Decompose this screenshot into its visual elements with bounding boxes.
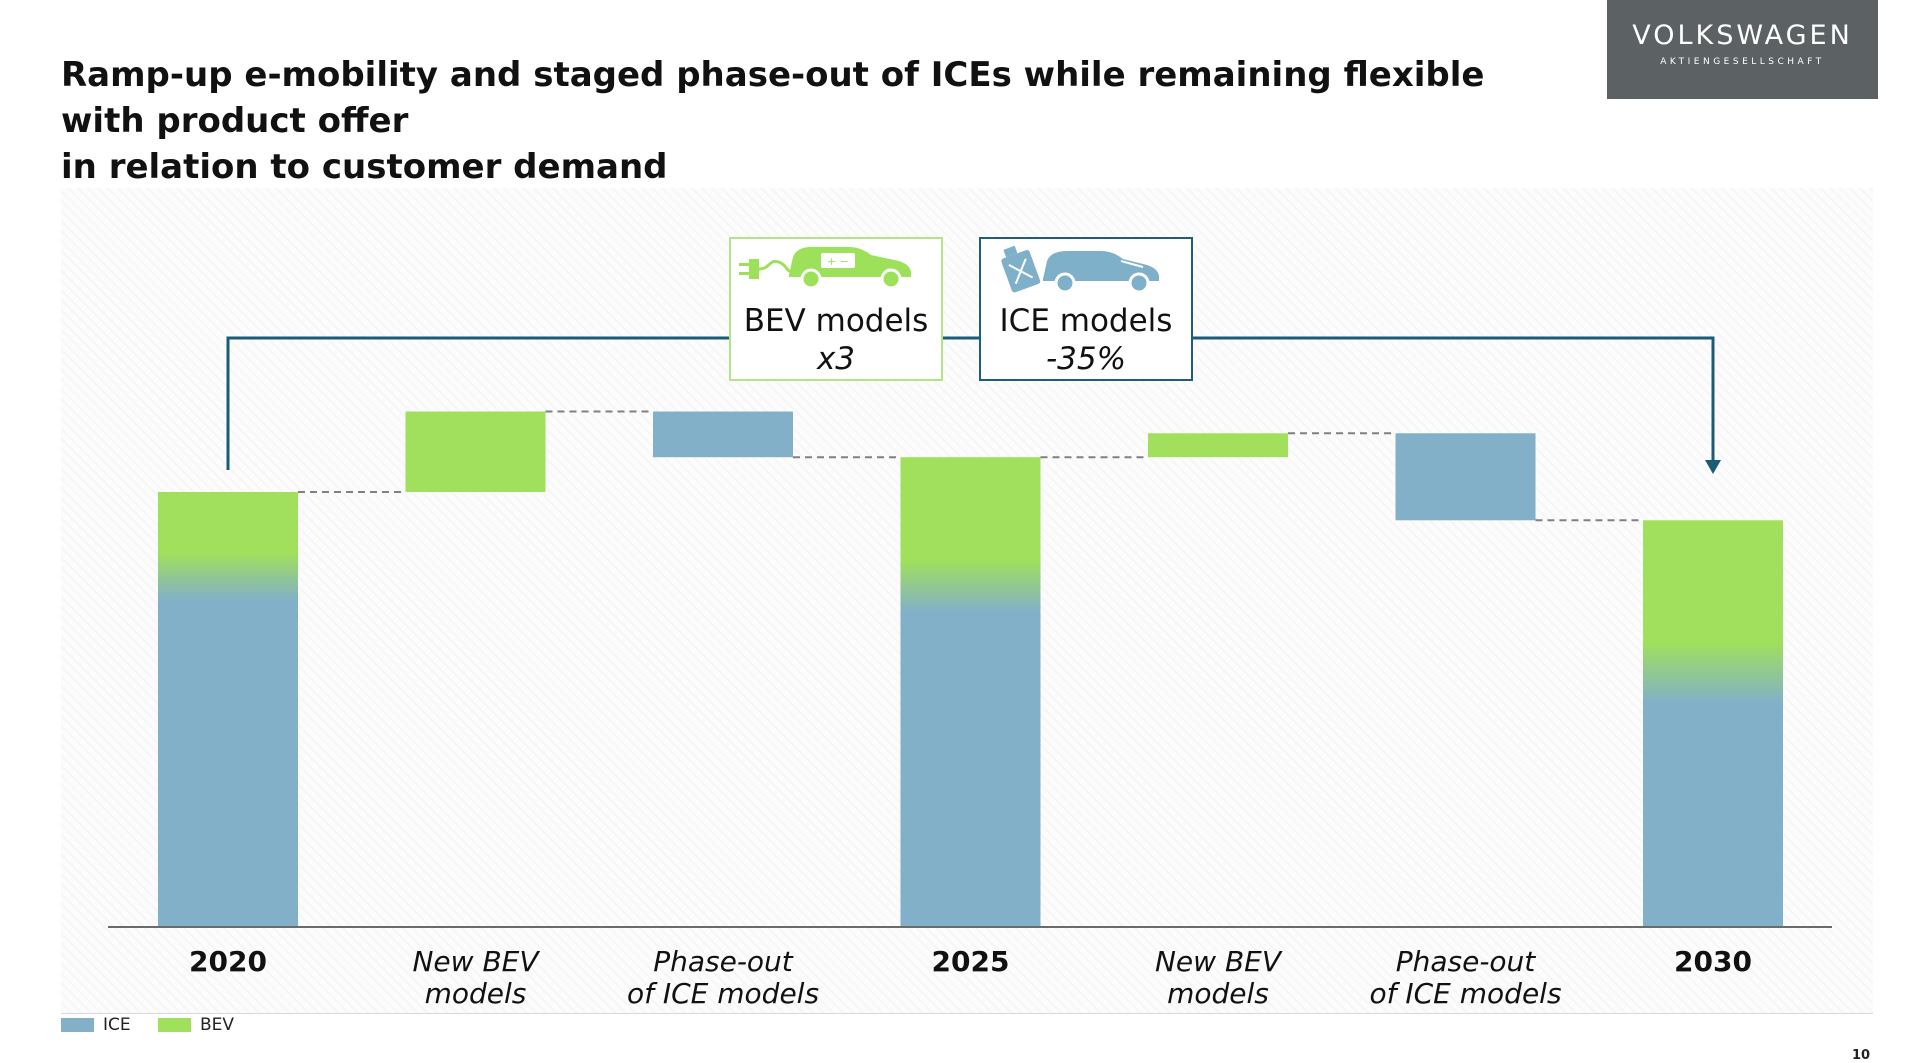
x-tick-label: Phase-out of ICE models — [593, 946, 853, 1010]
bar-total-2030 — [1643, 520, 1783, 927]
ice-models-value: -35% — [1045, 341, 1127, 377]
logo-wordmark: VOLKSWAGEN — [1632, 20, 1853, 51]
x-tick-label-line: New BEV — [412, 945, 539, 978]
x-tick-label: 2025 — [841, 946, 1101, 978]
trend-arrow-head — [1705, 460, 1721, 474]
trend-arrow-line — [226, 336, 1715, 470]
trend-arrow — [226, 336, 1721, 474]
page-title-line-1: Ramp-up e-mobility and staged phase-out … — [61, 55, 1485, 141]
fuel-can-car-icon — [981, 239, 1191, 301]
bev-models-label: BEV models — [743, 303, 929, 339]
x-tick-label-line: 2020 — [189, 945, 267, 978]
page-number: 10 — [1852, 1048, 1871, 1063]
bar-total-2020 — [158, 492, 298, 927]
x-tick-label-line: Phase-out — [653, 945, 793, 978]
x-tick-label-line: of ICE models — [626, 977, 820, 1010]
x-tick-label-line: Phase-out — [1395, 945, 1536, 978]
bars-group — [158, 411, 1783, 927]
bar-increase-1 — [405, 411, 546, 492]
ev-car-plug-icon: + − — [731, 239, 941, 301]
page-title: Ramp-up e-mobility and staged phase-out … — [61, 52, 1561, 190]
footer-divider — [61, 1013, 1873, 1014]
x-tick-label: Phase-out of ICE models — [1336, 946, 1596, 1010]
x-tick-label: New BEV models — [346, 946, 606, 1010]
x-tick-label: New BEV models — [1088, 946, 1348, 1010]
x-tick-label-line: models — [424, 977, 527, 1010]
legend-label-ice: ICE — [103, 1015, 131, 1035]
legend-swatch-bev — [158, 1018, 191, 1032]
bev-models-callout: + − BEV models x3 — [729, 237, 943, 381]
legend-item-ice: ICE — [61, 1015, 131, 1035]
x-tick-label-line: 2030 — [1674, 945, 1752, 978]
bar-decrease-5 — [1395, 433, 1536, 521]
x-tick-label-line: of ICE models — [1369, 977, 1562, 1010]
connector-lines — [298, 410, 1643, 522]
x-tick-label-line: New BEV — [1154, 945, 1282, 978]
svg-text:+ −: + − — [827, 255, 849, 268]
bar-total-2025 — [900, 457, 1041, 927]
x-tick-label-line: 2025 — [931, 945, 1010, 978]
ice-models-callout: ICE models -35% — [979, 237, 1193, 381]
bev-models-value: x3 — [816, 341, 856, 377]
x-tick-label: 2020 — [98, 946, 358, 978]
legend-item-bev: BEV — [158, 1015, 234, 1035]
ice-models-label: ICE models — [999, 303, 1173, 339]
legend-swatch-ice — [61, 1018, 94, 1032]
bar-increase-4 — [1148, 433, 1288, 458]
x-tick-label-line: models — [1167, 977, 1269, 1010]
page-title-line-2: in relation to customer demand — [61, 147, 668, 187]
logo-subtitle: AKTIENGESELLSCHAFT — [1660, 57, 1825, 67]
x-tick-label: 2030 — [1583, 946, 1843, 978]
legend-label-bev: BEV — [200, 1015, 235, 1035]
volkswagen-logo: VOLKSWAGEN AKTIENGESELLSCHAFT — [1607, 0, 1878, 99]
bar-decrease-2 — [653, 411, 793, 458]
